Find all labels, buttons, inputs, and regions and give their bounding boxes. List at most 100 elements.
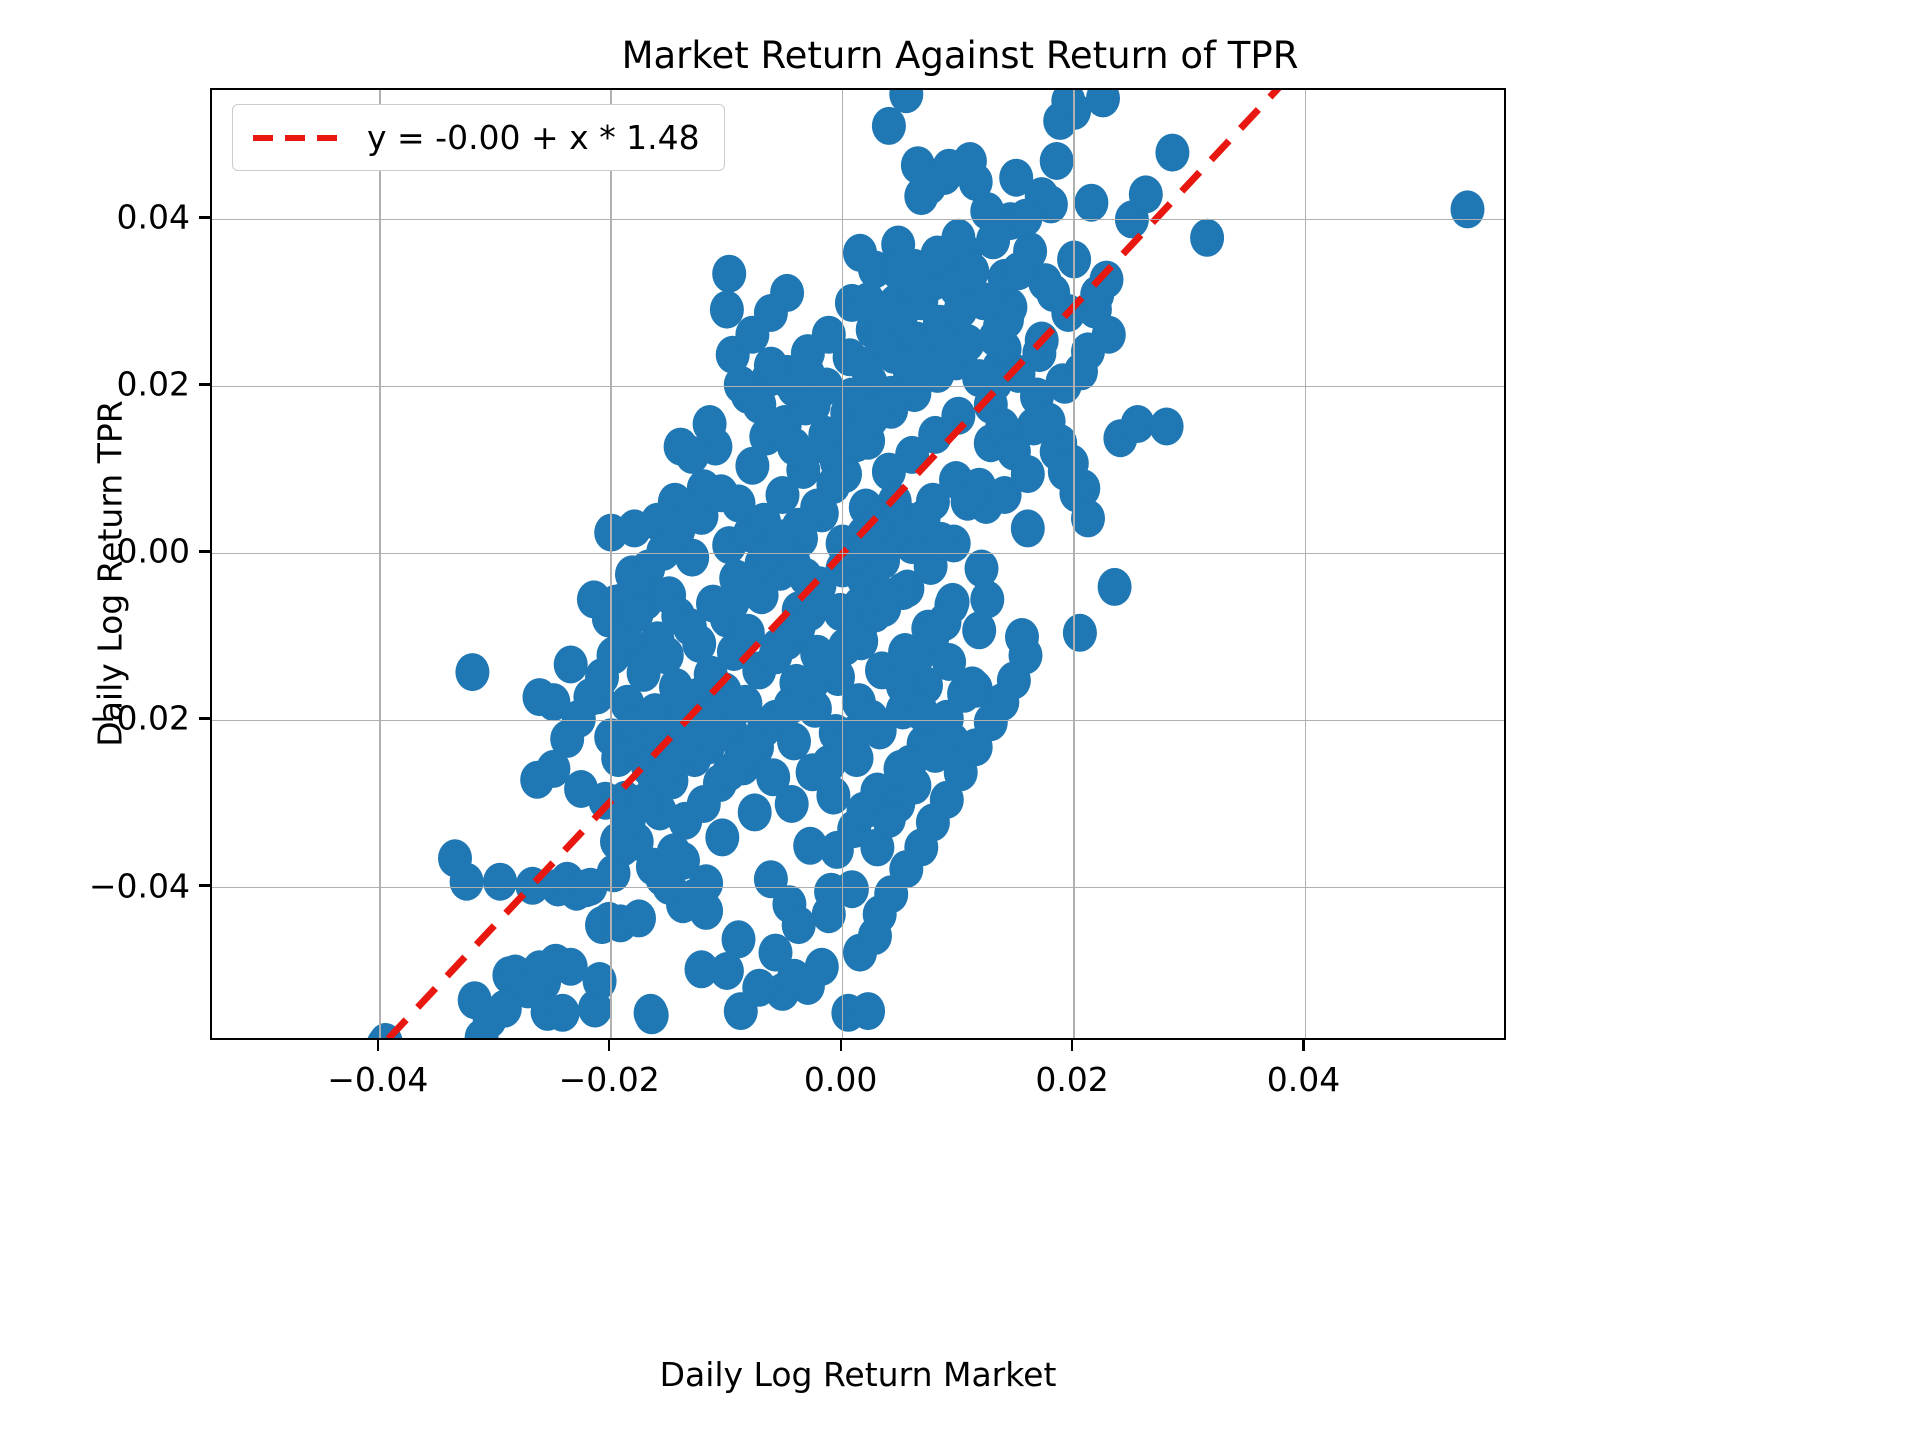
scatter-point [976, 221, 1011, 260]
scatter-point [737, 793, 772, 832]
x-tick-label: −0.04 [327, 1060, 429, 1099]
scatter-point [793, 592, 828, 631]
scatter-point [781, 906, 816, 945]
scatter-point [777, 427, 811, 466]
y-gridline [212, 719, 1504, 722]
plot-area [210, 88, 1506, 1040]
scatter-point [622, 899, 656, 938]
scatter-point [932, 148, 967, 187]
x-tick-mark [376, 1040, 379, 1051]
x-tick-label: −0.02 [558, 1060, 660, 1099]
scatter-point [756, 758, 791, 797]
y-tick-label: 0.02 [116, 364, 190, 404]
scatter-point [777, 958, 811, 997]
scatter-point [1450, 190, 1485, 229]
x-gridline [378, 90, 381, 1038]
x-tick-mark [839, 1040, 842, 1051]
scatter-point [927, 603, 962, 641]
scatter-point [709, 952, 744, 990]
scatter-point [955, 252, 990, 291]
scatter-point [1190, 218, 1225, 257]
y-tick-label: −0.02 [88, 698, 190, 738]
scatter-point [904, 693, 939, 732]
x-tick-label: 0.00 [803, 1060, 878, 1099]
scatter-point [472, 1000, 507, 1038]
scatter-point [721, 920, 756, 959]
scatter-point [871, 800, 906, 838]
x-axis-label: Daily Log Return Market [659, 1355, 1057, 1394]
scatter-point [735, 446, 770, 485]
scatter-point [449, 862, 484, 901]
scatter-point [1036, 273, 1071, 312]
scatter-point [705, 818, 740, 857]
x-gridline [610, 90, 612, 1038]
x-gridline [1304, 90, 1307, 1038]
scatter-point [1097, 567, 1132, 606]
chart-title: Market Return Against Return of TPR [621, 34, 1299, 77]
y-gridline [212, 552, 1504, 555]
scatter-point [885, 666, 920, 705]
scatter-point [689, 891, 724, 930]
scatter-point [851, 992, 886, 1031]
scatter-point [889, 90, 924, 114]
x-gridline [841, 90, 844, 1038]
scatter-point [709, 290, 744, 329]
x-tick-label: 0.02 [1035, 1060, 1109, 1099]
y-tick-label: −0.04 [88, 866, 190, 905]
scatter-point [1008, 636, 1043, 675]
scatter-point [770, 273, 805, 312]
scatter-point [619, 594, 654, 633]
y-tick-label: 0.04 [116, 197, 190, 237]
y-tick-mark [199, 884, 210, 887]
scatter-point [536, 749, 571, 788]
scatter-point [854, 699, 889, 738]
scatter-point [918, 415, 953, 454]
scatter-point [819, 830, 854, 869]
scatter-point [866, 541, 901, 580]
scatter-point [1120, 405, 1155, 443]
scatter-point [545, 993, 580, 1032]
scatter-point [774, 785, 809, 823]
scatter-point [871, 106, 906, 145]
scatter-point [793, 826, 828, 865]
y-axis-label: Daily Log Return TPR [90, 400, 130, 747]
scatter-point [582, 962, 617, 1000]
scatter-point [666, 841, 700, 880]
scatter-point [553, 645, 588, 684]
y-tick-mark [199, 216, 210, 219]
scatter-point [869, 577, 904, 616]
x-tick-mark [1302, 1040, 1305, 1051]
scatter-point [777, 722, 811, 761]
scatter-point [860, 828, 895, 867]
scatter-point [1128, 175, 1163, 214]
scatter-point [987, 476, 1022, 514]
scatter-point [1051, 90, 1086, 120]
scatter-point [843, 233, 877, 272]
y-tick-mark [199, 550, 210, 553]
scatter-point [455, 653, 490, 692]
scatter-point [804, 947, 839, 986]
scatter-point [1064, 352, 1098, 391]
scatter-point [1062, 613, 1097, 652]
scatter-point [715, 582, 750, 621]
scatter-point [682, 624, 717, 663]
scatter-point [1149, 407, 1184, 446]
scatter-point [1013, 232, 1048, 271]
scatter-point [1089, 260, 1124, 299]
scatter-point [742, 968, 777, 1007]
scatter-point [811, 895, 846, 934]
scatter-point [943, 290, 978, 329]
scatter-point [712, 254, 747, 293]
scatter-point [675, 435, 710, 474]
scatter-point [816, 776, 851, 815]
scatter-point [600, 822, 634, 861]
regression-line [384, 90, 1282, 1038]
scatter-point [796, 385, 831, 424]
scatter-point [999, 158, 1034, 197]
scatter-point [758, 933, 793, 972]
scatter-point [753, 346, 788, 385]
scatter-point [765, 476, 800, 514]
scatter-point [1010, 455, 1045, 494]
scatter-point [906, 499, 941, 538]
